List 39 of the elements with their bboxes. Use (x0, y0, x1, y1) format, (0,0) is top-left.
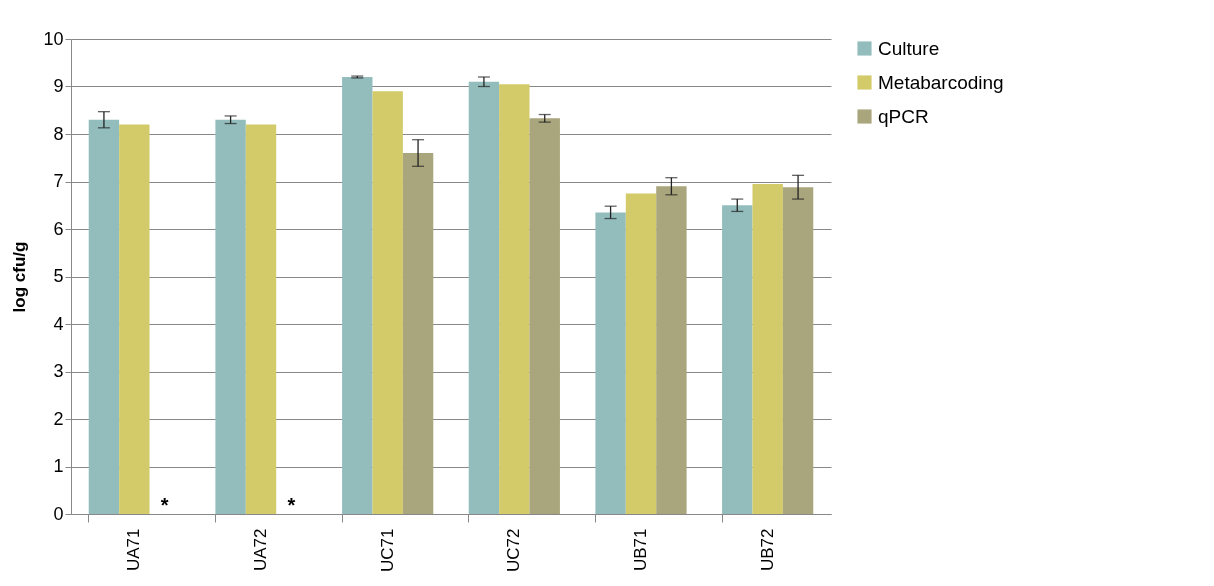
y-tick-label: 8 (53, 123, 64, 144)
y-tick-label: 4 (53, 313, 64, 334)
bar (625, 193, 657, 514)
legend-label: Culture (878, 37, 940, 59)
annotation: * (287, 494, 296, 516)
annotation: * (160, 494, 169, 516)
x-tick-label: UA71 (124, 528, 144, 572)
bar (656, 186, 687, 514)
bar (119, 124, 150, 514)
y-tick-label: 6 (53, 218, 64, 239)
x-tick-label: UC71 (377, 528, 397, 572)
y-tick-label: 7 (53, 171, 64, 191)
y-tick-label: 5 (53, 266, 64, 286)
bar (88, 119, 120, 514)
y-tick-label: 9 (53, 76, 64, 96)
bar (402, 153, 434, 514)
bar (782, 187, 814, 514)
y-tick-label: 10 (43, 28, 64, 49)
bar (245, 124, 277, 514)
bar (529, 118, 560, 514)
y-tick-label: 1 (53, 456, 64, 476)
y-tick-label: 2 (53, 408, 64, 429)
bar (499, 84, 530, 514)
x-tick-label: UB71 (631, 528, 650, 572)
bar (468, 81, 500, 514)
y-tick-label: 0 (53, 503, 64, 524)
bar (372, 91, 403, 514)
bar (215, 119, 246, 514)
legend-label: qPCR (878, 105, 929, 127)
y-tick-label: 3 (53, 361, 64, 381)
y-axis-title: log cfu/g (10, 241, 30, 313)
x-tick-label: UB72 (757, 528, 777, 572)
bar (722, 205, 753, 514)
x-tick-label: UC72 (504, 528, 524, 572)
bar (342, 77, 373, 514)
x-tick-label: UA72 (251, 528, 270, 572)
bar (595, 212, 626, 514)
bar (752, 183, 783, 514)
legend-label: Metabarcoding (878, 71, 1004, 93)
